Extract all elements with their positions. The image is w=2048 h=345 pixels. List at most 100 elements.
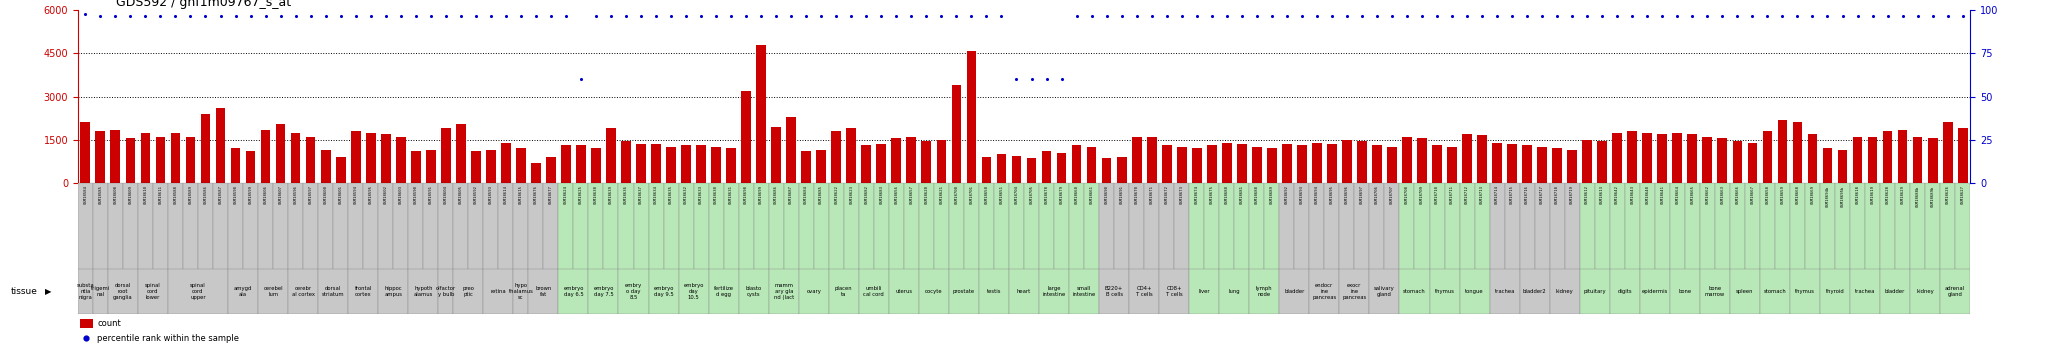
Text: GSM18624: GSM18624 — [563, 186, 567, 205]
Bar — [666, 147, 676, 183]
Bar — [1669, 269, 1700, 314]
Text: bone
marrow: bone marrow — [1704, 286, 1724, 297]
Text: GSM18633: GSM18633 — [698, 186, 702, 205]
Bar — [1133, 137, 1141, 183]
Text: embryo
day 6.5: embryo day 6.5 — [563, 286, 584, 297]
Text: GSM18620: GSM18620 — [924, 186, 928, 205]
Bar — [1610, 269, 1640, 314]
Bar — [1505, 183, 1520, 269]
Bar — [1655, 183, 1669, 269]
Text: GSM18719: GSM18719 — [1571, 186, 1575, 205]
Text: GSM18685: GSM18685 — [819, 186, 823, 205]
Text: digits: digits — [1618, 289, 1632, 294]
Text: GSM18711: GSM18711 — [1450, 186, 1454, 205]
Bar — [1192, 148, 1202, 183]
Bar — [637, 144, 645, 183]
Text: GSM18585: GSM18585 — [98, 186, 102, 205]
Text: thymus: thymus — [1794, 289, 1815, 294]
Bar — [936, 140, 946, 183]
Point — [1692, 13, 1724, 18]
Text: GSM18694b: GSM18694b — [1825, 186, 1829, 207]
Bar — [1835, 183, 1849, 269]
Text: GSM18675: GSM18675 — [1210, 186, 1214, 205]
Bar — [1913, 137, 1923, 183]
Bar — [874, 183, 889, 269]
Bar — [514, 269, 528, 314]
Point — [98, 13, 131, 18]
Point — [670, 13, 702, 18]
Point — [1436, 13, 1468, 18]
Bar — [1249, 269, 1280, 314]
Point — [565, 77, 598, 82]
Bar — [1026, 158, 1036, 183]
Bar — [1415, 183, 1430, 269]
Bar — [801, 151, 811, 183]
Text: prostate: prostate — [952, 289, 975, 294]
Text: GSM18640: GSM18640 — [1645, 186, 1649, 205]
Text: GSM18611: GSM18611 — [158, 186, 162, 205]
Bar — [1100, 183, 1114, 269]
Bar — [1583, 140, 1591, 183]
Text: trachea: trachea — [1855, 289, 1876, 294]
Point — [399, 13, 432, 18]
Bar — [1448, 147, 1456, 183]
Text: epidermis: epidermis — [1642, 289, 1667, 294]
Bar — [1776, 183, 1790, 269]
Bar — [1069, 183, 1083, 269]
Text: GSM18694: GSM18694 — [1315, 186, 1319, 205]
Point — [1225, 13, 1257, 18]
Text: placen
ta: placen ta — [836, 286, 852, 297]
Bar — [934, 183, 948, 269]
Bar — [829, 183, 844, 269]
Text: GSM18706: GSM18706 — [1374, 186, 1378, 205]
Bar — [1237, 144, 1247, 183]
Text: GSM18679: GSM18679 — [1059, 186, 1063, 205]
Point — [385, 13, 418, 18]
Bar — [1925, 183, 1939, 269]
Text: GSM18714: GSM18714 — [1495, 186, 1499, 205]
Bar — [547, 157, 555, 183]
Bar — [1673, 132, 1681, 183]
Text: GSM18638: GSM18638 — [594, 186, 598, 205]
Point — [1855, 13, 1888, 18]
Text: GSM18688: GSM18688 — [1255, 186, 1260, 205]
Bar — [709, 269, 739, 314]
Text: heart: heart — [1018, 289, 1030, 294]
Bar — [1849, 183, 1866, 269]
Bar — [381, 134, 391, 183]
Bar — [424, 183, 438, 269]
Point — [1106, 13, 1139, 18]
Bar — [1868, 137, 1878, 183]
Bar — [723, 183, 739, 269]
Bar — [336, 157, 346, 183]
Point — [1376, 13, 1409, 18]
Text: GSM18659: GSM18659 — [1780, 186, 1784, 205]
Text: GSM18625: GSM18625 — [580, 186, 584, 205]
Bar — [137, 269, 168, 314]
Bar — [348, 183, 362, 269]
Point — [1241, 13, 1274, 18]
Text: GSM18598: GSM18598 — [233, 186, 238, 205]
Text: substa
ntia
nigra: substa ntia nigra — [76, 283, 94, 300]
Bar — [844, 183, 858, 269]
Bar — [1087, 147, 1096, 183]
Text: GSM18708: GSM18708 — [1405, 186, 1409, 205]
Text: spleen: spleen — [1737, 289, 1753, 294]
Text: GSM18713: GSM18713 — [1481, 186, 1485, 205]
Text: GSM18650: GSM18650 — [985, 186, 989, 205]
Point — [594, 13, 627, 18]
Point — [729, 13, 762, 18]
Bar — [1444, 183, 1460, 269]
Bar — [1911, 183, 1925, 269]
Bar — [168, 269, 227, 314]
Bar — [1790, 183, 1804, 269]
Text: GSM18696: GSM18696 — [1346, 186, 1350, 205]
Text: bone: bone — [1677, 289, 1692, 294]
Bar — [1624, 183, 1640, 269]
Bar — [1669, 183, 1686, 269]
Text: GSM18639: GSM18639 — [608, 186, 612, 205]
Point — [1300, 13, 1333, 18]
Text: GSM18593: GSM18593 — [489, 186, 494, 205]
Point — [309, 13, 342, 18]
Point — [715, 13, 748, 18]
